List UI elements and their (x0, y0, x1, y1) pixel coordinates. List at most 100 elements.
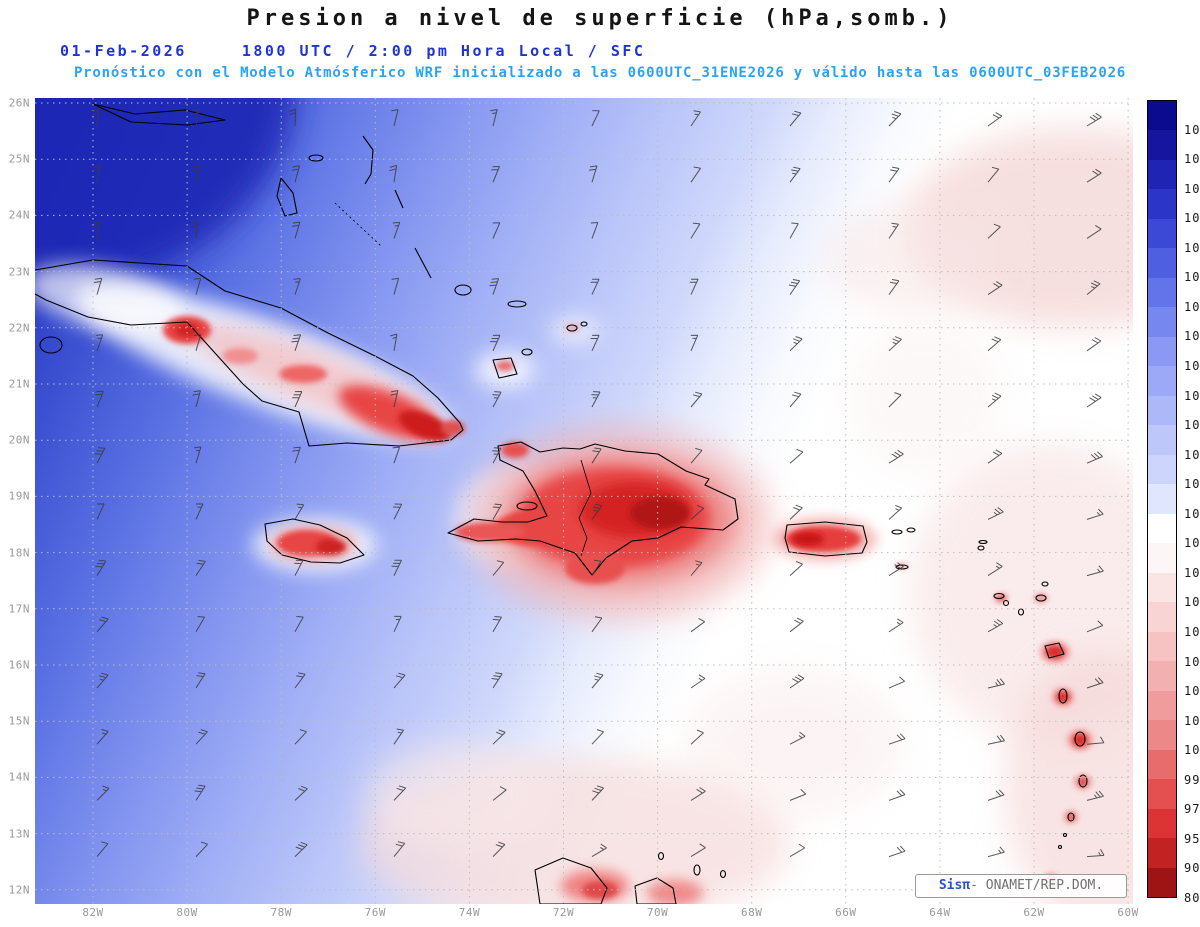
wind-barb (292, 446, 301, 464)
colorbar-tick-label: 1040 (1184, 152, 1200, 167)
colorbar-segment (1148, 454, 1176, 485)
wind-barb (987, 734, 1005, 745)
wind-barb (591, 843, 607, 858)
attribution-text: - ONAMET/REP.DOM. (970, 878, 1104, 893)
wind-barb (987, 846, 1005, 858)
wind-barb (294, 672, 306, 689)
wind-barb (492, 786, 507, 801)
attribution-badge: Sisπ- ONAMET/REP.DOM. (915, 874, 1127, 898)
map-area (35, 98, 1133, 904)
wind-barb (193, 334, 202, 351)
colorbar-segment (1148, 631, 1176, 662)
lat-tick-label: 17N (8, 602, 30, 616)
wind-barb (590, 222, 599, 239)
wind-barb (888, 562, 904, 577)
colorbar-segment (1148, 867, 1176, 898)
colorbar-tick-label: 1028 (1184, 240, 1200, 255)
high-pressure-core-shading (35, 98, 295, 298)
colorbar-segment (1148, 779, 1176, 809)
wind-barb (789, 391, 802, 408)
colorbar-segment (1148, 395, 1176, 426)
wind-barb (987, 112, 1003, 127)
lat-tick-label: 25N (8, 152, 30, 166)
lat-tick-label: 21N (8, 377, 30, 391)
wind-barb (789, 674, 805, 689)
wind-barb (492, 503, 502, 520)
wind-barb (389, 164, 398, 183)
wind-barb (391, 277, 400, 295)
colorbar-segment (1148, 749, 1176, 780)
wind-barb (91, 108, 100, 127)
wind-barb (888, 392, 902, 408)
wind-barb (1086, 736, 1105, 745)
wind-barb (190, 221, 199, 239)
wind-barb (591, 559, 602, 576)
colorbar-tick-label: 970 (1184, 802, 1200, 817)
colorbar-tick-label: 1018 (1184, 388, 1200, 403)
wind-barb (390, 390, 399, 408)
wind-barb (789, 110, 802, 127)
wind-barb (95, 390, 104, 408)
wind-barb (95, 559, 107, 576)
wind-barb (194, 784, 206, 801)
wind-barb (591, 785, 604, 801)
wind-barb (291, 165, 300, 183)
wind-barb (392, 221, 401, 239)
colorbar-segment (1148, 101, 1176, 131)
wind-barb (1086, 224, 1102, 239)
coastline-hispaniola (447, 441, 739, 576)
colorbar-segment (1148, 159, 1176, 190)
wind-barb (689, 278, 699, 295)
wind-barb (93, 277, 103, 295)
wind-barb (690, 560, 703, 576)
wind-barb (1086, 451, 1103, 464)
wind-barb (1086, 565, 1104, 577)
wind-barb (391, 109, 399, 127)
wind-barb (690, 787, 706, 801)
colorbar-segment (1148, 720, 1176, 750)
wind-barb (195, 729, 208, 745)
colorbar-segment (1148, 277, 1176, 308)
wind-barb (788, 279, 801, 295)
lon-tick-label: 66W (835, 906, 857, 919)
wind-barb (193, 277, 202, 295)
wind-barb (492, 616, 502, 633)
wind-barb (690, 447, 703, 464)
colorbar-segment (1148, 218, 1176, 249)
wind-barb (590, 334, 600, 352)
colorbar-tick-label: 1002 (1184, 713, 1200, 728)
colorbar-tick-label: 1025 (1184, 270, 1200, 285)
wind-barb (393, 728, 405, 745)
wind-barb (690, 729, 704, 745)
wind-barb (789, 448, 804, 464)
wind-barb (888, 789, 906, 801)
wind-barb (591, 447, 602, 464)
wind-barb (288, 108, 297, 127)
lon-tick-label: 80W (176, 906, 198, 919)
colorbar-tick-label: 1015 (1184, 477, 1200, 492)
colorbar-tick-label: 990 (1184, 772, 1200, 787)
wind-barb (294, 729, 307, 745)
wind-barb (291, 334, 302, 351)
wind-barb (492, 841, 506, 857)
colorbar (1147, 100, 1177, 898)
wind-barb (590, 278, 600, 295)
sispi-logo: Sisπ (938, 878, 971, 893)
wind-barb (1086, 168, 1102, 183)
wind-barb (92, 165, 101, 183)
lon-tick-label: 72W (552, 906, 575, 919)
wind-barb (591, 729, 604, 745)
lat-tick-label: 18N (8, 546, 30, 560)
wind-barb (1086, 337, 1102, 352)
colorbar-segment (1148, 808, 1176, 839)
lat-tick-label: 22N (8, 321, 30, 335)
wind-barb (987, 562, 1003, 577)
colorbar-tick-label: 1012 (1184, 565, 1200, 580)
wind-barb (987, 336, 1002, 352)
coastline-isla-juventud (39, 336, 63, 354)
wind-barb (492, 729, 506, 745)
wind-barb (195, 559, 206, 576)
coastlines-layer (35, 103, 1088, 904)
coastline-gonave (516, 501, 538, 511)
wind-barb (489, 278, 500, 295)
